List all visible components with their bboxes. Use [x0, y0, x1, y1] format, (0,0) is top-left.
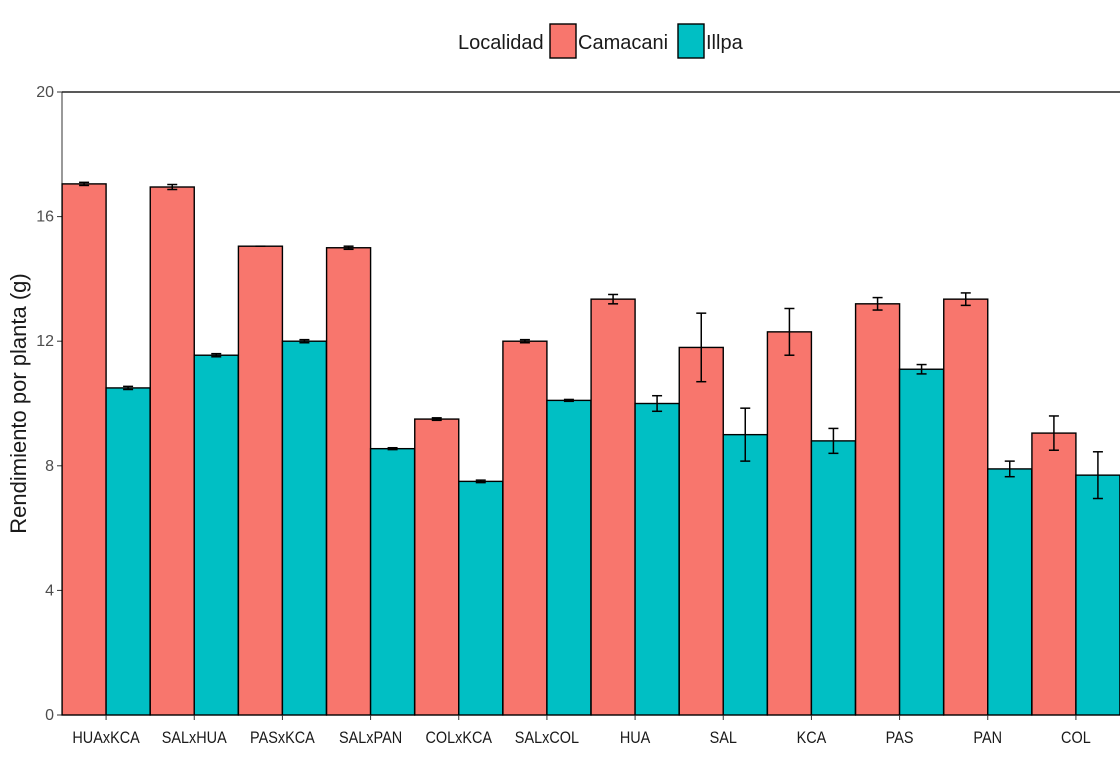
- x-tick-label: SALxHUA: [162, 729, 227, 747]
- bar-camacani: [590, 298, 636, 716]
- x-tick-label: HUA: [620, 729, 651, 747]
- bar-camacani: [678, 346, 724, 716]
- x-tick-label: SAL: [710, 729, 738, 747]
- x-tick-label: KCA: [797, 729, 827, 747]
- bar-camacani: [61, 183, 107, 716]
- y-tick-label: 16: [36, 209, 54, 226]
- legend-items: Camacani Illpa: [549, 23, 744, 59]
- y-tick-label: 20: [36, 84, 54, 101]
- x-tick-label: PAS: [886, 729, 914, 747]
- x-tick-label: PAN: [973, 729, 1002, 747]
- x-tick-label: HUAxKCA: [72, 729, 140, 747]
- x-tick-label: COL: [1061, 729, 1091, 747]
- bar-illpa: [458, 480, 504, 716]
- bar-illpa: [281, 340, 328, 716]
- legend-label-illpa: Illpa: [706, 32, 744, 54]
- legend-label-camacani: Camacani: [578, 32, 668, 54]
- bar-illpa: [898, 368, 945, 716]
- bar-camacani: [502, 340, 548, 716]
- y-axis-title: Rendimiento por planta (g): [6, 273, 31, 533]
- bar-camacani: [943, 298, 989, 716]
- bar-camacani: [414, 418, 460, 716]
- bar-camacani: [1031, 432, 1077, 716]
- bar-illpa: [810, 440, 857, 716]
- bar-illpa: [1075, 474, 1120, 716]
- legend-title: Localidad: [458, 32, 544, 54]
- x-tick-label: SALxPAN: [339, 729, 402, 747]
- bar-camacani: [854, 303, 901, 716]
- legend: Localidad Camacani Illpa: [458, 23, 744, 59]
- x-tick-label: SALxCOL: [515, 729, 579, 747]
- bar-illpa: [987, 468, 1033, 716]
- bar-camacani: [237, 245, 284, 716]
- bar-illpa: [722, 433, 768, 716]
- legend-key-illpa: [677, 23, 705, 59]
- y-tick-label: 8: [45, 458, 54, 475]
- plot-area: 0 4 8 12 16 20 HUAxKCA SALxHUA PASxKCA SALxPAN COL…: [36, 84, 1120, 747]
- bar-illpa: [369, 447, 416, 716]
- bar-illpa: [105, 387, 151, 716]
- x-tick-label: PASxKCA: [250, 729, 315, 747]
- y-tick-label: 4: [45, 582, 54, 599]
- bar-camacani: [149, 186, 195, 716]
- bar-illpa: [634, 402, 680, 716]
- bar-illpa: [193, 354, 239, 716]
- legend-key-camacani: [549, 23, 577, 59]
- y-tick-label: 0: [45, 707, 54, 724]
- bar-camacani: [325, 247, 372, 716]
- y-tick-label: 12: [36, 333, 54, 350]
- bar-camacani: [766, 331, 813, 716]
- x-tick-label: COLxKCA: [425, 729, 492, 747]
- bar-illpa: [546, 399, 592, 716]
